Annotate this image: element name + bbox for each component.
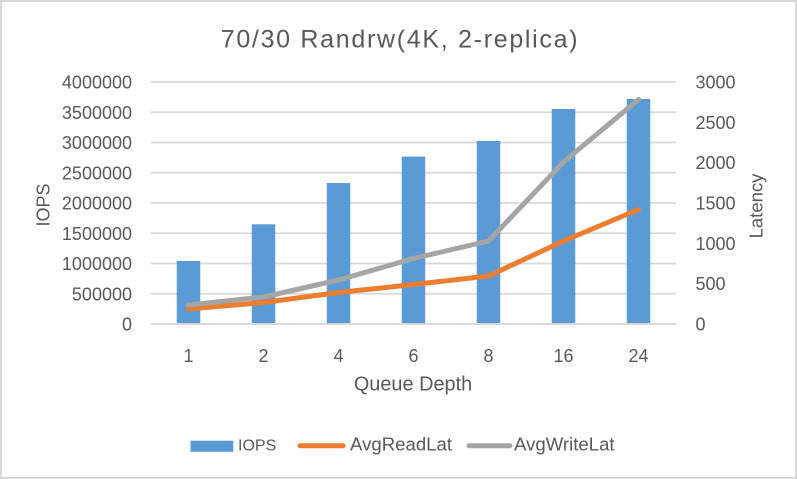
- svg-text:1000: 1000: [696, 234, 736, 254]
- svg-text:1: 1: [183, 346, 193, 366]
- svg-text:1500: 1500: [696, 194, 736, 214]
- svg-text:Latency: Latency: [745, 173, 766, 239]
- svg-text:70/30 Randrw(4K, 2-replica): 70/30 Randrw(4K, 2-replica): [221, 26, 580, 54]
- svg-text:16: 16: [553, 346, 573, 366]
- svg-text:500: 500: [696, 274, 726, 294]
- svg-text:2500: 2500: [696, 113, 736, 133]
- svg-text:AvgWriteLat: AvgWriteLat: [514, 433, 615, 454]
- svg-text:3000: 3000: [696, 73, 736, 93]
- svg-text:2000: 2000: [696, 153, 736, 173]
- svg-text:0: 0: [122, 315, 132, 335]
- svg-text:4000000: 4000000: [62, 73, 132, 93]
- svg-text:6: 6: [408, 346, 418, 366]
- svg-text:3000000: 3000000: [62, 133, 132, 153]
- svg-text:1000000: 1000000: [62, 254, 132, 274]
- svg-text:0: 0: [696, 315, 706, 335]
- svg-text:500000: 500000: [72, 284, 132, 304]
- svg-text:1500000: 1500000: [62, 224, 132, 244]
- svg-text:Queue Depth: Queue Depth: [354, 374, 472, 396]
- svg-text:AvgReadLat: AvgReadLat: [350, 433, 453, 454]
- svg-text:IOPS: IOPS: [33, 183, 53, 226]
- svg-text:3500000: 3500000: [62, 103, 132, 123]
- svg-text:2500000: 2500000: [62, 163, 132, 183]
- svg-text:24: 24: [628, 346, 648, 366]
- svg-text:4: 4: [333, 346, 343, 366]
- svg-text:2: 2: [258, 346, 268, 366]
- svg-text:2000000: 2000000: [62, 194, 132, 214]
- svg-text:8: 8: [483, 346, 493, 366]
- svg-text:IOPS: IOPS: [238, 437, 276, 454]
